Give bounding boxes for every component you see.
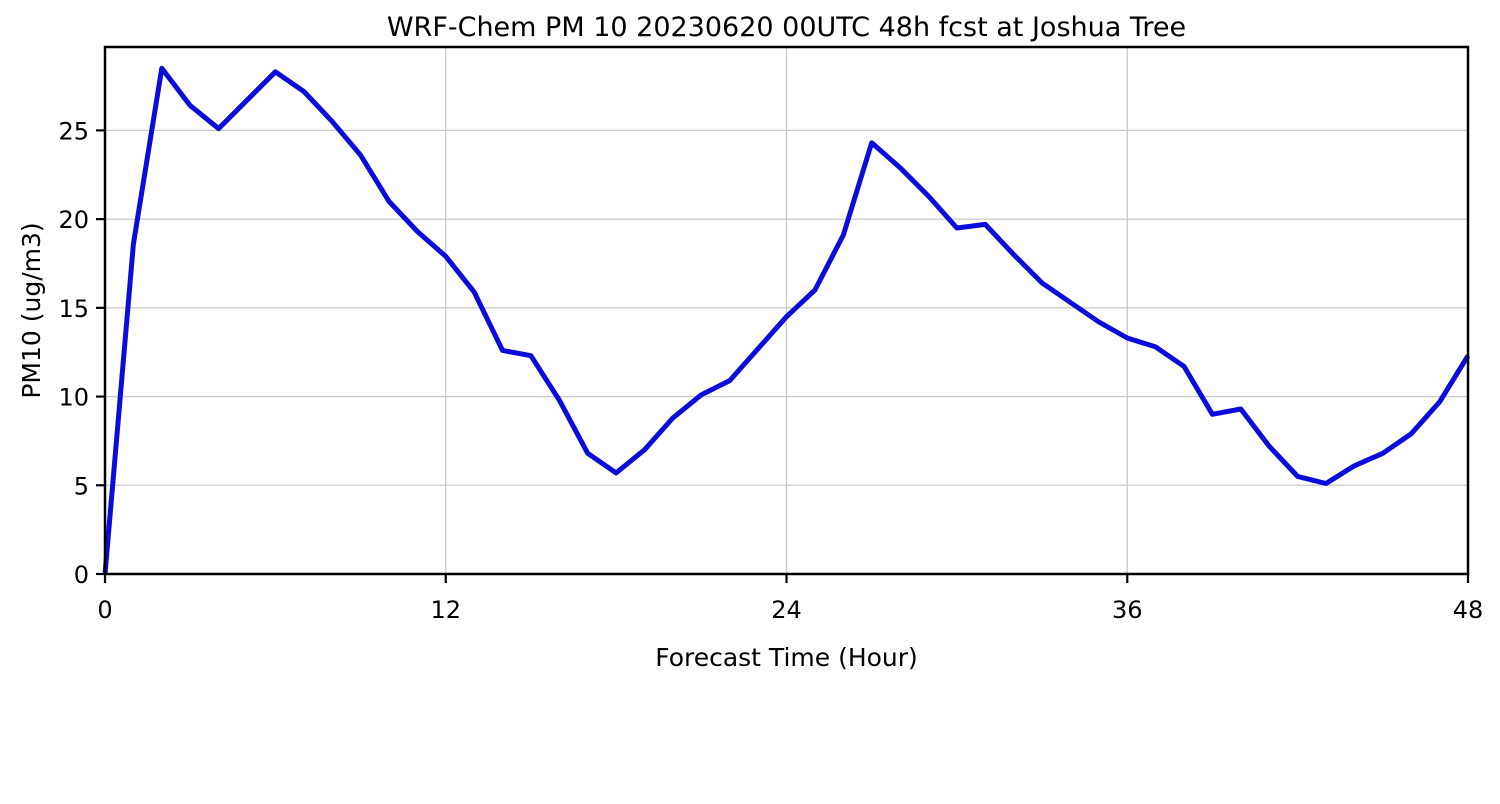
x-tick-label: 36 (1112, 596, 1143, 624)
y-tick-label: 5 (74, 472, 89, 500)
plot-border (103, 45, 1470, 576)
y-tick-label: 25 (58, 117, 89, 145)
pm10-series-line (102, 65, 1471, 575)
y-tick-labels: 0 5 10 15 20 25 (58, 117, 89, 589)
x-tick-label: 12 (430, 596, 461, 624)
chart-title: WRF-Chem PM 10 20230620 00UTC 48h fcst a… (387, 12, 1186, 43)
y-tick-label: 10 (58, 384, 89, 412)
x-tick-label: 24 (771, 596, 802, 624)
y-tick-label: 0 (74, 561, 89, 589)
x-tick-label: 48 (1453, 596, 1484, 624)
axis-tick-marks (96, 129, 1470, 583)
x-tick-labels: 0 12 24 36 48 (97, 596, 1483, 624)
y-axis-label: PM10 (ug/m3) (17, 222, 46, 398)
gridlines (105, 47, 1468, 574)
x-axis-label: Forecast Time (Hour) (655, 643, 918, 672)
y-tick-label: 20 (58, 206, 89, 234)
x-tick-label: 0 (97, 596, 112, 624)
y-tick-label: 15 (58, 295, 89, 323)
